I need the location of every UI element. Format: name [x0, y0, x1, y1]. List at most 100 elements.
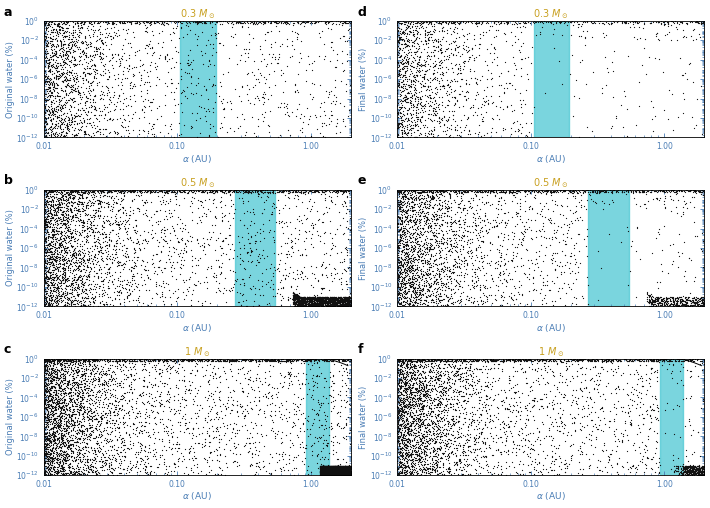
Point	[537, 274, 549, 282]
Point	[402, 368, 413, 376]
Point	[335, 294, 346, 302]
Point	[408, 394, 420, 402]
Point	[555, 414, 566, 422]
Point	[60, 86, 71, 94]
Point	[489, 357, 501, 365]
Point	[85, 460, 97, 468]
Point	[65, 69, 77, 77]
Point	[543, 205, 555, 213]
Point	[109, 380, 121, 389]
Point	[75, 402, 86, 410]
Point	[50, 427, 62, 435]
Point	[58, 187, 70, 195]
Point	[317, 295, 329, 303]
Point	[129, 261, 141, 269]
Point	[396, 443, 408, 452]
Point	[84, 396, 95, 404]
Point	[48, 286, 59, 294]
Point	[317, 283, 329, 292]
Point	[58, 227, 70, 235]
Point	[426, 282, 437, 290]
Point	[420, 211, 431, 219]
Point	[94, 34, 106, 42]
Point	[696, 245, 707, 253]
Point	[339, 461, 351, 469]
Point	[618, 87, 630, 95]
Point	[76, 468, 87, 477]
Point	[317, 295, 329, 303]
Point	[47, 247, 58, 256]
Point	[155, 396, 167, 404]
Point	[394, 459, 405, 467]
Point	[201, 278, 212, 287]
Point	[334, 466, 346, 474]
Point	[49, 444, 60, 453]
Point	[396, 463, 408, 471]
Point	[393, 398, 404, 406]
Point	[314, 297, 325, 305]
Point	[63, 361, 75, 369]
Point	[80, 75, 92, 83]
Point	[443, 370, 454, 378]
Point	[51, 200, 62, 208]
Point	[418, 460, 430, 468]
Point	[42, 450, 53, 458]
Point	[608, 430, 620, 438]
Point	[290, 356, 302, 364]
Point	[462, 455, 473, 463]
Point	[405, 397, 416, 405]
Point	[663, 357, 674, 365]
Point	[138, 127, 150, 135]
Point	[414, 443, 425, 451]
Point	[313, 295, 324, 303]
Point	[530, 356, 541, 364]
Point	[40, 268, 52, 276]
Point	[51, 88, 62, 97]
Point	[43, 461, 55, 469]
Point	[295, 293, 307, 301]
Point	[121, 464, 133, 472]
Point	[308, 295, 320, 303]
Point	[510, 243, 521, 251]
Point	[611, 187, 623, 196]
Point	[430, 279, 442, 287]
Point	[48, 233, 59, 241]
Point	[52, 68, 63, 76]
Point	[339, 295, 350, 303]
Point	[89, 355, 100, 363]
Point	[656, 246, 667, 254]
Point	[447, 261, 459, 269]
Point	[331, 468, 342, 476]
Point	[58, 259, 70, 267]
Point	[282, 357, 293, 365]
Point	[398, 391, 409, 399]
Point	[311, 296, 322, 304]
Point	[343, 470, 354, 478]
Point	[189, 254, 200, 262]
Point	[66, 229, 77, 237]
Point	[96, 221, 107, 229]
Point	[316, 464, 327, 472]
Point	[413, 361, 424, 369]
Point	[649, 367, 660, 375]
Point	[493, 247, 504, 256]
Point	[410, 454, 421, 462]
Point	[454, 361, 466, 369]
Point	[172, 187, 183, 195]
Point	[537, 222, 549, 230]
Point	[697, 190, 709, 199]
Point	[591, 355, 602, 363]
Point	[62, 357, 73, 365]
Point	[589, 363, 601, 371]
Point	[63, 403, 75, 411]
Point	[429, 446, 440, 454]
Point	[415, 413, 426, 421]
Point	[488, 360, 500, 368]
Point	[38, 242, 50, 250]
Point	[684, 186, 696, 194]
Point	[38, 239, 50, 247]
Point	[683, 187, 694, 196]
Point	[662, 22, 674, 30]
Point	[342, 301, 353, 309]
Point	[405, 362, 416, 370]
